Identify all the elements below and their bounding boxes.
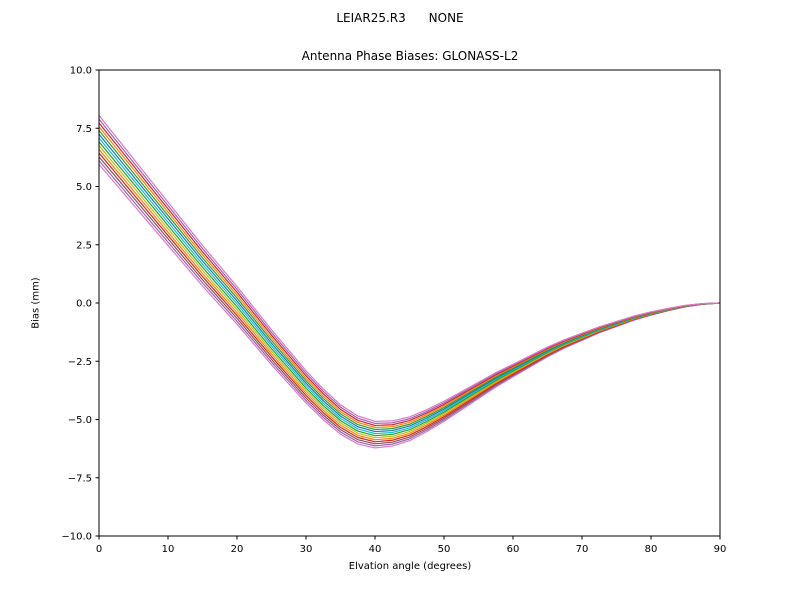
y-tick-label: −10.0 — [61, 532, 92, 543]
suptitle: LEIAR25.R3 NONE — [336, 11, 464, 25]
curves-group — [99, 114, 720, 449]
y-tick-label: 2.5 — [76, 240, 92, 251]
x-tick-label: 40 — [369, 544, 382, 555]
x-tick-label: 50 — [438, 544, 451, 555]
y-tick-label: 0.0 — [76, 299, 92, 310]
chart-title: Antenna Phase Biases: GLONASS-L2 — [301, 49, 519, 63]
y-tick-label: 5.0 — [76, 182, 92, 193]
x-tick-label: 0 — [96, 544, 102, 555]
y-tick-label: −2.5 — [68, 357, 92, 368]
x-axis-label: Elvation angle (degrees) — [348, 561, 472, 572]
x-axis-ticks: 0 10 20 30 40 50 60 70 80 90 — [96, 536, 727, 555]
y-tick-label: 10.0 — [70, 66, 92, 77]
y-tick-label: −5.0 — [68, 415, 92, 426]
x-tick-label: 30 — [300, 544, 313, 555]
x-tick-label: 20 — [231, 544, 244, 555]
x-tick-label: 90 — [714, 544, 727, 555]
y-axis-ticks: −10.0 −7.5 −5.0 −2.5 0.0 2.5 5.0 7.5 10.0 — [61, 66, 99, 543]
series-line-14 — [99, 114, 720, 422]
y-axis-label: Bias (mm) — [30, 277, 42, 329]
y-tick-label: 7.5 — [76, 124, 92, 135]
y-tick-label: −7.5 — [68, 473, 92, 484]
plot-area — [99, 70, 720, 536]
x-tick-label: 70 — [576, 544, 589, 555]
x-tick-label: 60 — [507, 544, 520, 555]
x-tick-label: 80 — [645, 544, 658, 555]
x-tick-label: 10 — [162, 544, 175, 555]
